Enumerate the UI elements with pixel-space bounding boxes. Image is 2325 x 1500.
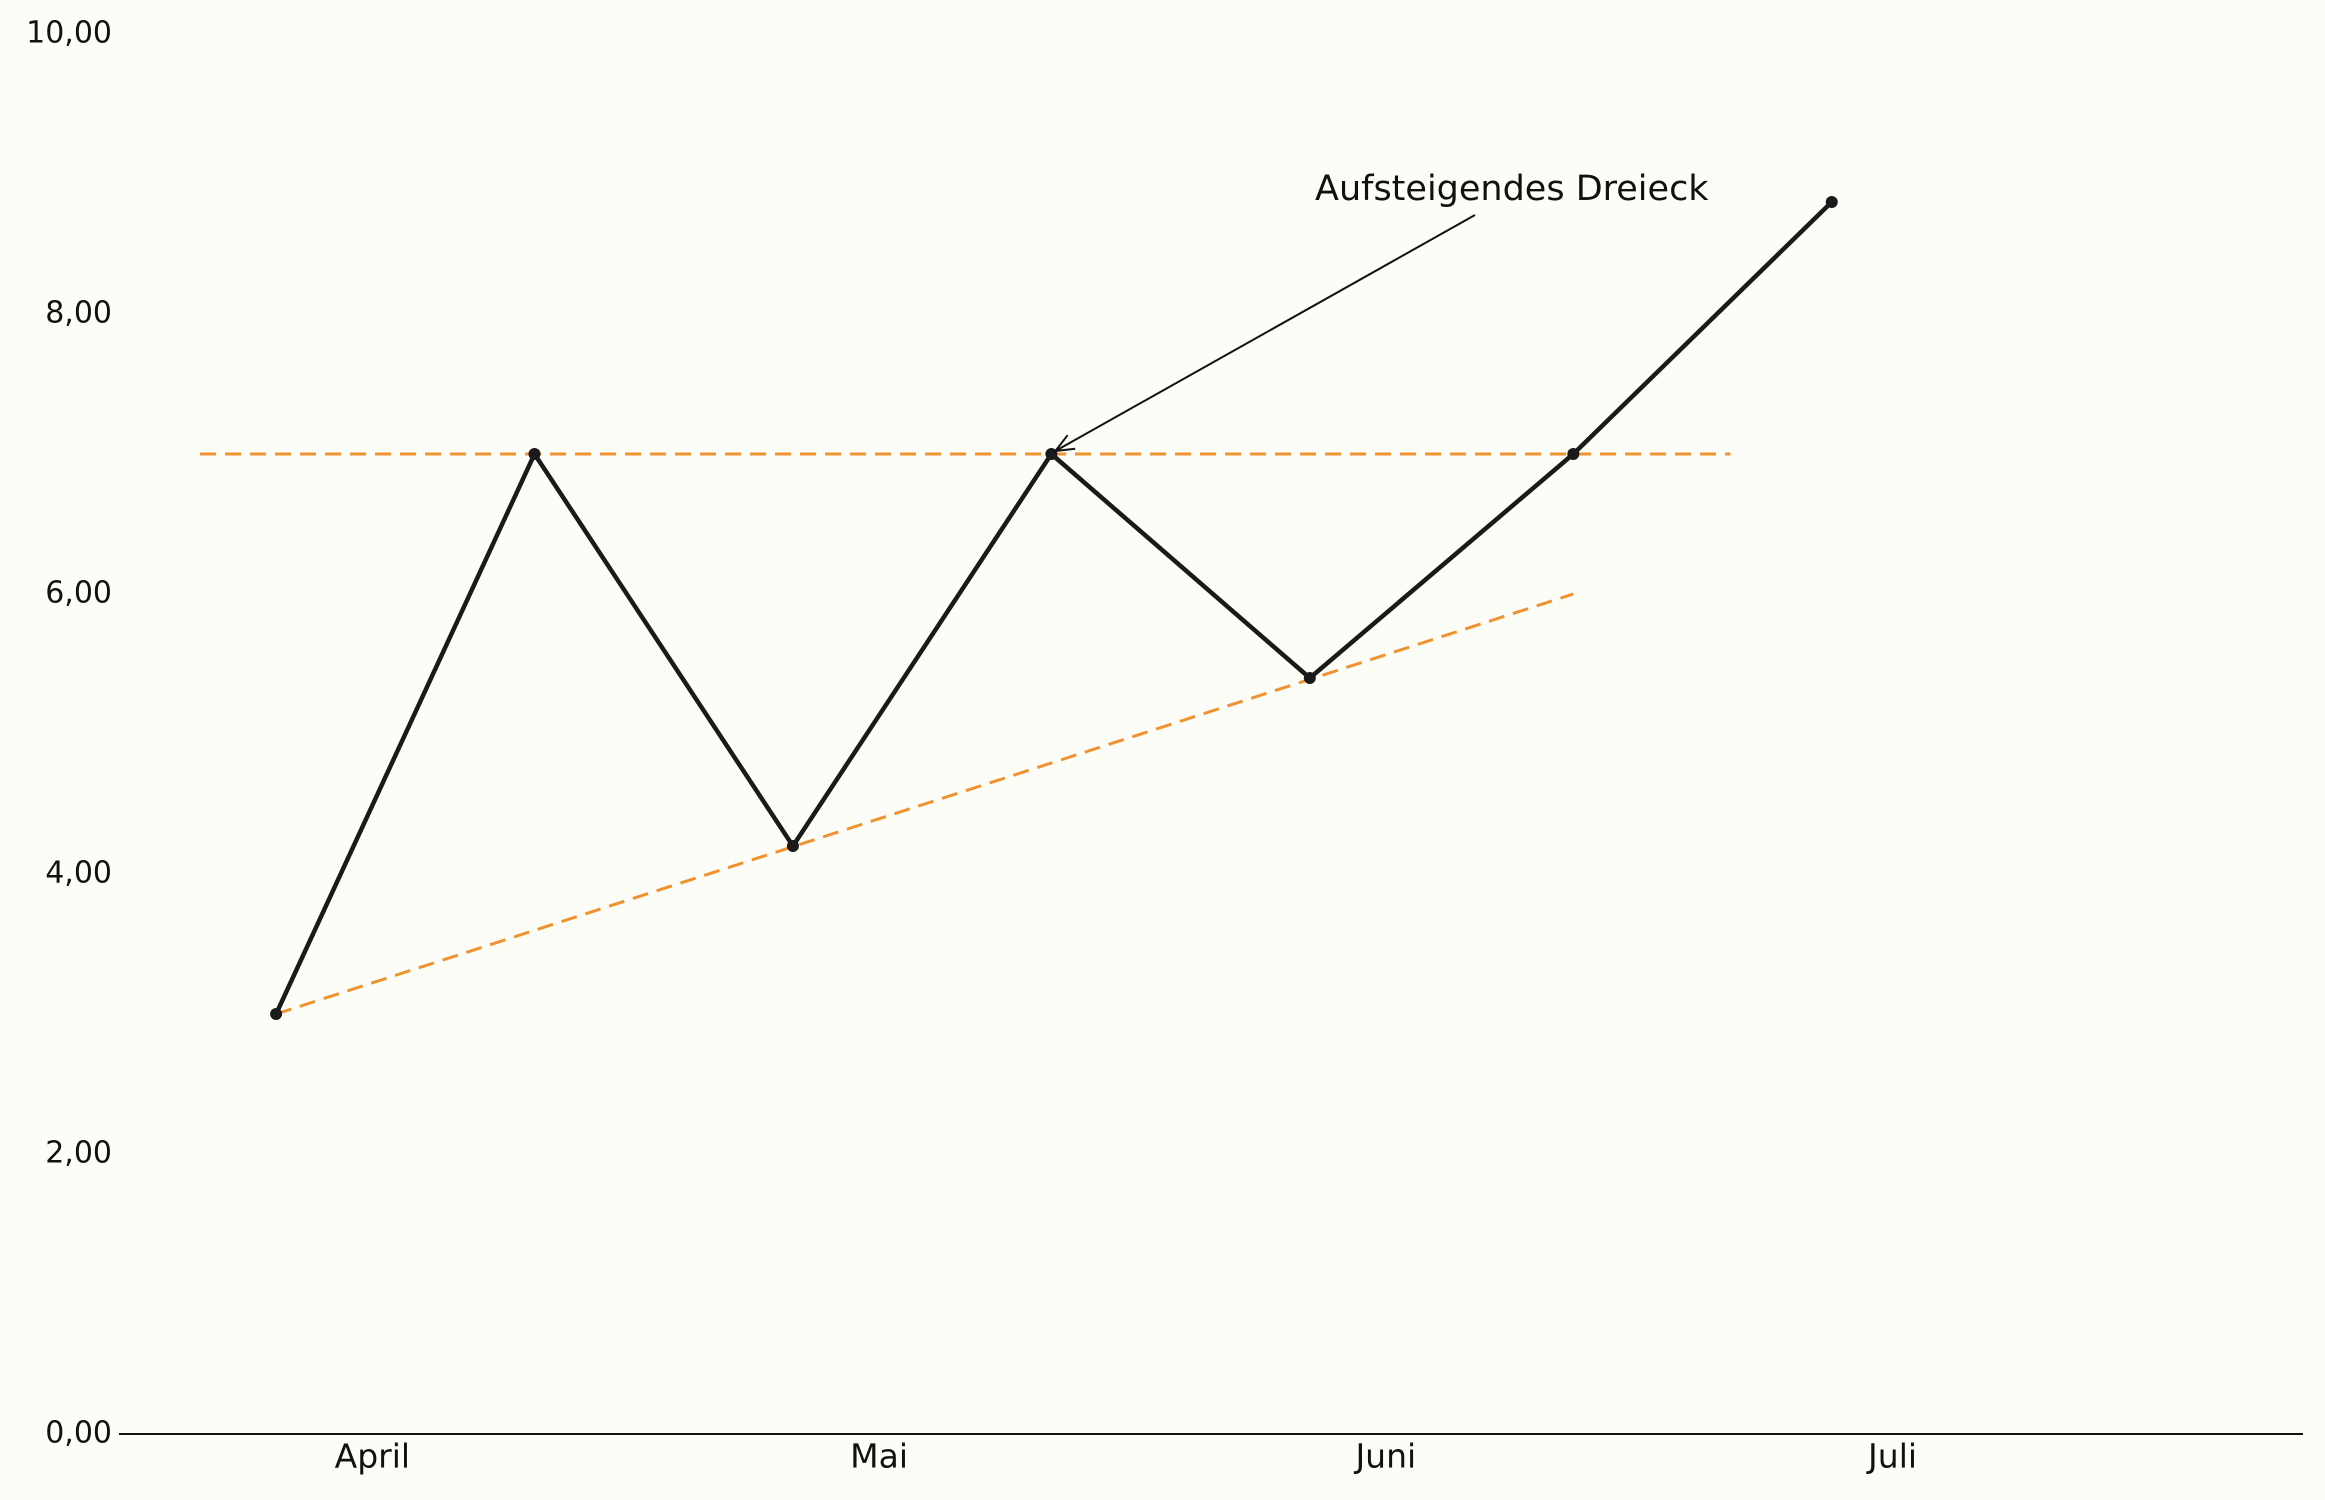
- data-point: [1567, 448, 1580, 460]
- x-tick-label: April: [335, 1437, 410, 1476]
- y-tick-label: 2,00: [45, 1136, 112, 1171]
- annotation-arrowhead: [1053, 434, 1076, 453]
- y-tick-label: 4,00: [45, 856, 112, 891]
- annotation-arrow: [1054, 214, 1476, 452]
- data-point: [528, 448, 541, 460]
- x-tick-label: Juni: [1353, 1437, 1416, 1476]
- data-point: [1825, 196, 1838, 208]
- annotation-text: Aufsteigendes Dreieck: [1315, 169, 1709, 209]
- y-tick-label: 8,00: [45, 296, 112, 331]
- x-tick-label: Mai: [850, 1437, 908, 1476]
- x-tick-label: Juli: [1866, 1437, 1917, 1476]
- data-point: [1303, 672, 1316, 684]
- y-tick-label: 6,00: [45, 576, 112, 611]
- reference-line: [275, 592, 1574, 1016]
- data-point: [270, 1008, 283, 1020]
- data-point: [786, 840, 799, 852]
- y-tick-label: 10,00: [26, 16, 112, 51]
- y-tick-label: 0,00: [45, 1416, 112, 1451]
